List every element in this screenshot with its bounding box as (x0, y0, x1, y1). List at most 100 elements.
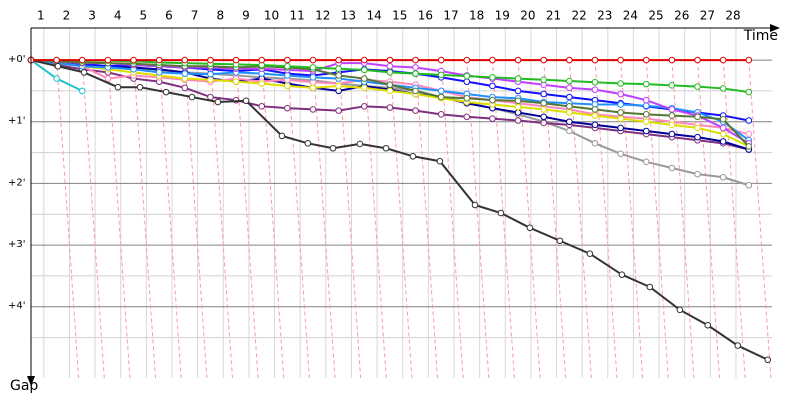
point (329, 144, 337, 152)
y-tick-label: +2' (8, 177, 26, 188)
point (514, 87, 522, 95)
point (309, 74, 317, 81)
plot (27, 56, 772, 364)
point (471, 201, 479, 209)
point (540, 90, 548, 98)
point (586, 250, 594, 258)
x-tick-label: 2 (63, 9, 71, 23)
point (130, 56, 137, 64)
point (617, 150, 624, 158)
point (181, 84, 189, 92)
point (514, 117, 522, 124)
point (155, 69, 163, 76)
point (566, 118, 573, 126)
point (155, 56, 163, 64)
x-tick-label: 8 (216, 9, 224, 23)
point (335, 56, 342, 64)
point (489, 96, 496, 104)
y-arrow (27, 376, 35, 386)
point (386, 87, 394, 95)
x-tick-label: 17 (443, 9, 458, 23)
point (258, 56, 266, 64)
point (734, 342, 742, 349)
point (668, 56, 676, 64)
point (694, 113, 701, 121)
point (617, 101, 624, 108)
point (207, 93, 214, 101)
point (80, 69, 88, 76)
point (463, 78, 471, 85)
point (284, 62, 291, 70)
point (412, 87, 419, 95)
point (412, 70, 419, 77)
point (136, 83, 144, 91)
point (78, 87, 86, 95)
point (642, 80, 650, 88)
point (566, 84, 573, 92)
point (617, 56, 624, 64)
point (360, 103, 368, 110)
point (566, 109, 573, 116)
point (646, 283, 654, 291)
point (497, 209, 505, 217)
x-tick-label: 9 (242, 9, 250, 23)
x-tick-label: 28 (725, 9, 740, 23)
x-tick-label: 6 (165, 9, 173, 23)
point (668, 106, 676, 113)
point (704, 321, 712, 329)
point (540, 106, 548, 113)
point (566, 127, 573, 135)
x-tick-label: 26 (674, 9, 689, 23)
point (463, 113, 471, 121)
point (463, 95, 471, 102)
point (642, 127, 650, 135)
x-tick-label: 20 (520, 9, 535, 23)
point (437, 93, 445, 101)
point (642, 102, 650, 110)
y-tick-label: +4' (8, 301, 26, 312)
point (591, 106, 599, 113)
point (335, 65, 342, 73)
y-tick-label: +0' (8, 54, 26, 65)
point (719, 85, 727, 92)
point (591, 86, 599, 93)
point (258, 103, 266, 110)
point (676, 306, 684, 314)
point (668, 112, 676, 119)
point (309, 64, 317, 71)
point (409, 152, 417, 160)
grid: 1 2 3 4 5 6 7 8 9 10 11 12 13 14 15 16 17 18 19 20 21 22 23 24 2… (8, 9, 772, 378)
point (694, 170, 701, 178)
point (556, 237, 564, 245)
x-tick-label: 25 (648, 9, 663, 23)
point (335, 72, 342, 79)
point (591, 121, 599, 129)
point (309, 106, 317, 113)
x-tick-label: 19 (495, 9, 510, 23)
x-tick-label: 3 (88, 9, 96, 23)
point (214, 98, 222, 106)
point (694, 124, 701, 132)
point (386, 56, 394, 64)
point (745, 130, 753, 138)
point (232, 78, 240, 85)
point (668, 82, 676, 89)
point (618, 271, 626, 278)
y-tick-label: +1' (8, 116, 26, 127)
point (309, 84, 317, 92)
point (412, 64, 419, 71)
x-tick-label: 24 (623, 9, 638, 23)
point (668, 121, 676, 129)
point (489, 115, 496, 122)
point (719, 138, 727, 145)
point (78, 56, 86, 64)
point (104, 56, 112, 64)
x-tick-label: 21 (546, 9, 561, 23)
point (719, 130, 727, 138)
point (642, 96, 650, 104)
point (617, 109, 624, 116)
y-axis-label: Gap (10, 378, 38, 394)
point (764, 356, 772, 364)
point (278, 132, 286, 140)
